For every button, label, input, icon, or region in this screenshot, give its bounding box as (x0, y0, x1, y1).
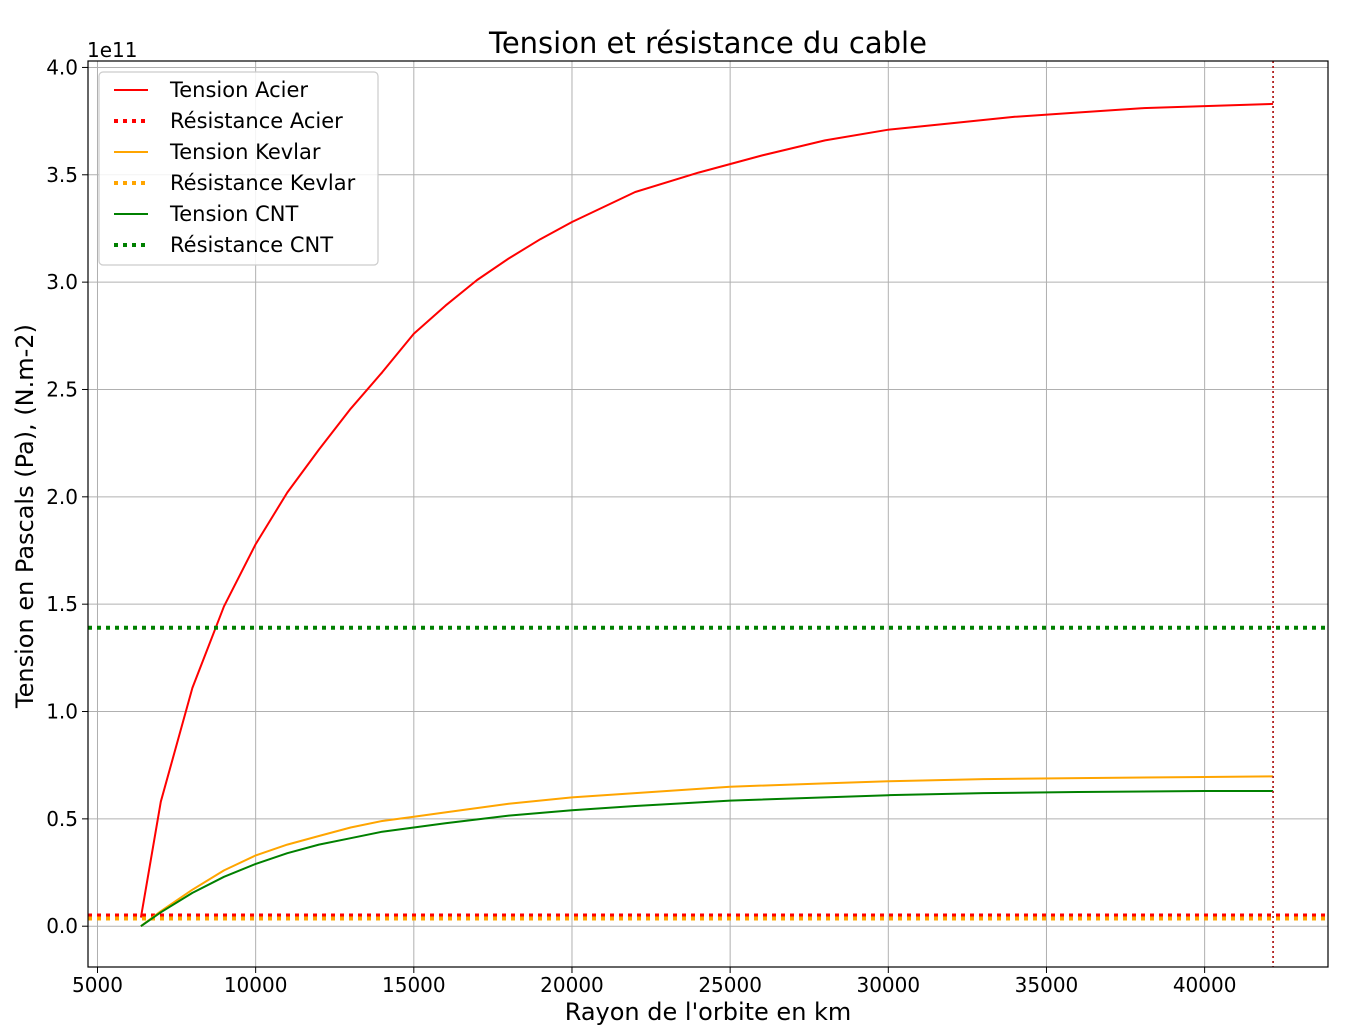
x-tick-label: 10000 (224, 973, 288, 997)
y-tick-label: 2.5 (46, 377, 78, 401)
series-tension-kevlar (140, 775, 1274, 927)
x-tick-label: 20000 (540, 973, 604, 997)
plot-area (88, 61, 1328, 967)
y-axis-offset-label: 1e11 (87, 38, 137, 62)
y-tick-label: 4.0 (46, 55, 78, 79)
legend-label: Tension Acier (169, 78, 308, 102)
series-tension-cnt (140, 790, 1274, 928)
y-tick-label: 0.5 (46, 807, 78, 831)
legend-label: Résistance CNT (170, 233, 333, 257)
x-tick-label: 15000 (382, 973, 446, 997)
grid (88, 61, 1328, 967)
legend-label: Résistance Acier (170, 109, 343, 133)
x-tick-label: 40000 (1173, 973, 1237, 997)
x-axis-title: Rayon de l'orbite en km (565, 998, 852, 1026)
series-tension-acier (139, 102, 1274, 918)
plot-frame (87, 60, 1329, 968)
y-tick-label: 1.5 (46, 592, 78, 616)
x-tick-label: 5000 (72, 973, 123, 997)
legend-box (98, 71, 379, 266)
y-tick-label: 2.0 (46, 485, 78, 509)
y-tick-label: 0.0 (46, 914, 78, 938)
y-axis-title: Tension en Pascals (Pa), (N.m-2) (11, 324, 39, 709)
legend-label: Tension CNT (169, 202, 298, 226)
chart-title: Tension et résistance du cable (488, 26, 927, 60)
legend-label: Tension Kevlar (169, 140, 321, 164)
y-tick-label: 3.0 (46, 270, 78, 294)
x-tick-label: 35000 (1015, 973, 1079, 997)
y-tick-label: 1.0 (46, 700, 78, 724)
y-tick-label: 3.5 (46, 163, 78, 187)
x-tick-label: 30000 (856, 973, 920, 997)
legend: Tension Acier Résistance Acier Tension Kev… (98, 71, 379, 266)
x-tick-label: 25000 (698, 973, 762, 997)
legend-label: Résistance Kevlar (170, 171, 356, 195)
axes-ticks: 5000 10000 15000 20000 25000 30000 35000 40000 0… (46, 55, 1236, 997)
